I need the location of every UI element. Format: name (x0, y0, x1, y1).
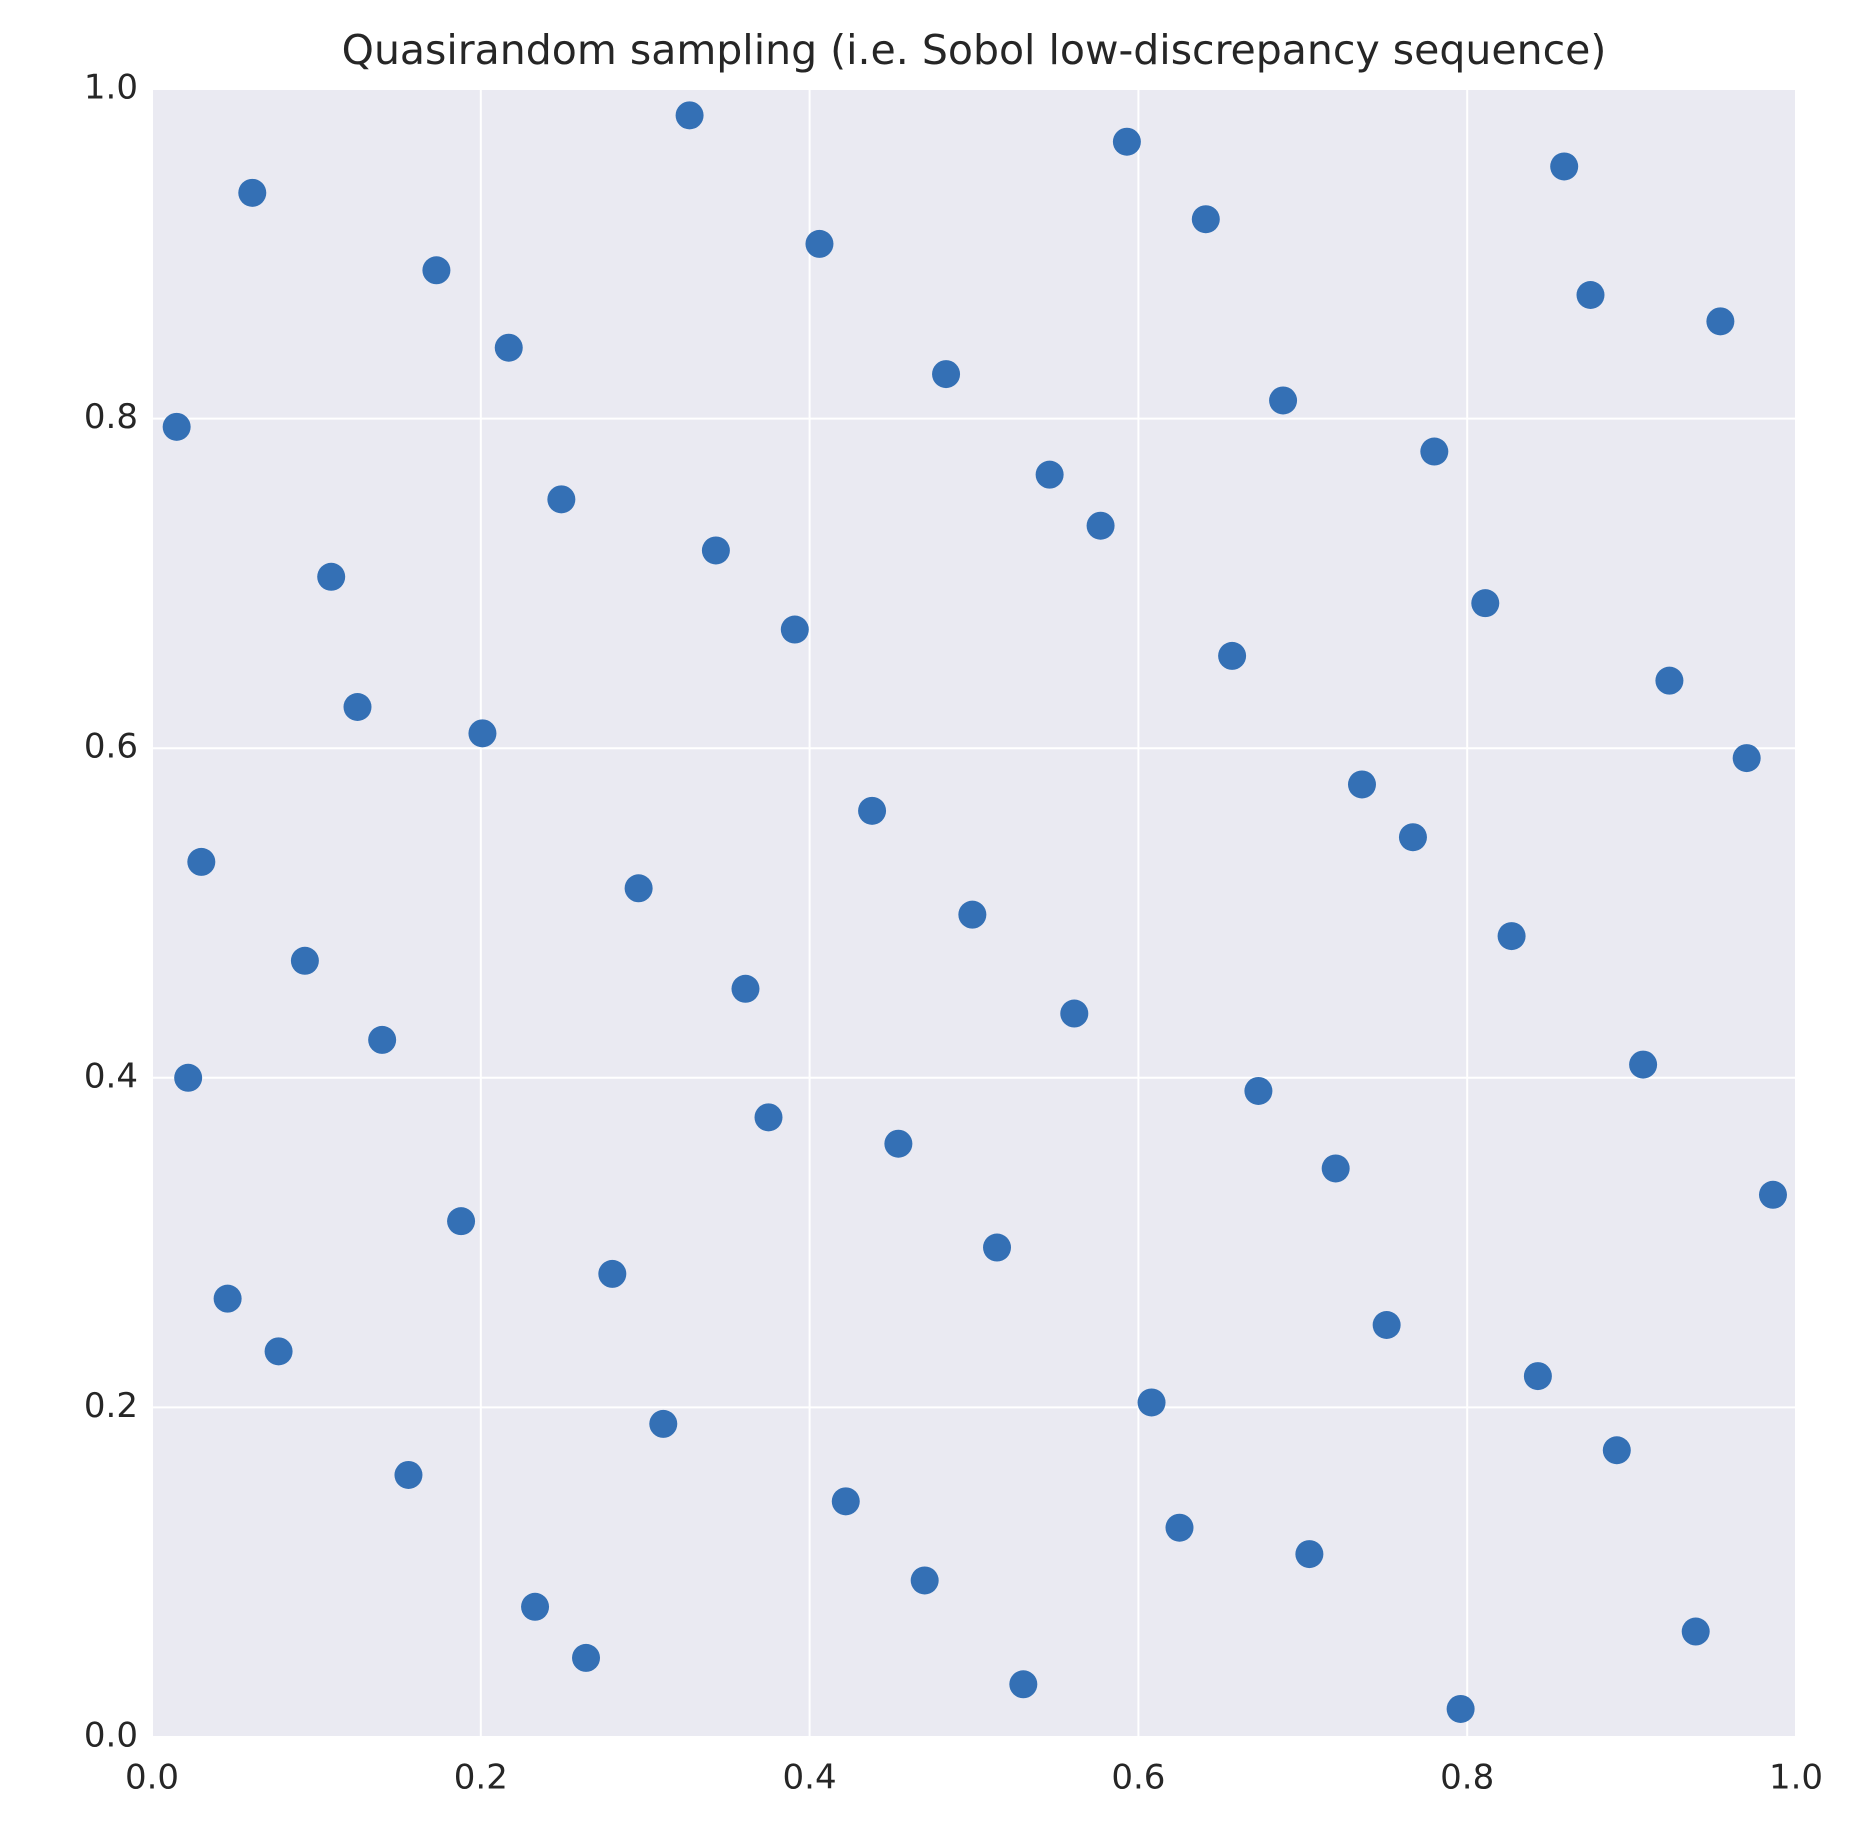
y-tick-label: 1.0 (84, 68, 138, 108)
point (884, 1129, 913, 1158)
point (290, 946, 319, 975)
point (1523, 1362, 1552, 1391)
point (754, 1103, 783, 1132)
point (675, 101, 704, 130)
point (598, 1259, 627, 1288)
point (910, 1566, 939, 1595)
point (447, 1207, 476, 1236)
point (547, 485, 576, 514)
point (521, 1592, 550, 1621)
point (1471, 589, 1500, 618)
point (213, 1284, 242, 1313)
point (468, 719, 497, 748)
point (1446, 1694, 1475, 1723)
point (831, 1487, 860, 1516)
point (238, 178, 267, 207)
point (1112, 127, 1141, 156)
point (932, 360, 961, 389)
point (1550, 152, 1579, 181)
x-tick-label: 0.2 (454, 1758, 508, 1798)
y-tick-label: 0.4 (84, 1056, 138, 1096)
y-tick-label: 0.0 (84, 1716, 138, 1756)
point (1576, 281, 1605, 309)
point (1398, 823, 1427, 852)
point (1321, 1154, 1350, 1183)
point (731, 974, 760, 1003)
point (494, 333, 523, 362)
x-tick-label: 0.8 (1440, 1758, 1494, 1798)
point (780, 615, 809, 644)
point (1035, 460, 1064, 489)
chart-title: Quasirandom sampling (i.e. Sobol low-dis… (342, 26, 1607, 74)
point (572, 1643, 601, 1672)
point (1732, 744, 1761, 773)
point (1218, 641, 1247, 670)
point (1086, 511, 1115, 540)
point (1347, 770, 1376, 799)
point (187, 847, 216, 876)
point (1165, 1513, 1194, 1542)
point (1497, 922, 1526, 951)
point (1269, 386, 1298, 415)
y-tick-label: 0.8 (84, 397, 138, 437)
point (1060, 999, 1089, 1028)
point (1244, 1076, 1273, 1105)
point (1629, 1050, 1658, 1079)
point (1191, 205, 1220, 234)
y-tick-label: 0.2 (84, 1386, 138, 1426)
point (649, 1409, 678, 1438)
point (983, 1233, 1012, 1262)
point (368, 1025, 397, 1054)
point (701, 536, 730, 565)
x-tick-label: 0.0 (125, 1758, 179, 1798)
point (317, 562, 346, 591)
point (1706, 307, 1735, 336)
point (343, 693, 372, 721)
point (1420, 437, 1449, 466)
point (858, 796, 887, 825)
point (162, 412, 191, 441)
point (1758, 1180, 1787, 1209)
x-tick-label: 0.6 (1111, 1758, 1165, 1798)
y-tick-label: 0.6 (84, 727, 138, 767)
point (1602, 1436, 1631, 1465)
x-tick-label: 0.4 (783, 1758, 837, 1798)
point (1009, 1670, 1038, 1699)
point (1681, 1617, 1710, 1646)
point (394, 1460, 423, 1489)
point (958, 900, 987, 929)
point (1655, 666, 1684, 695)
point (1137, 1388, 1166, 1417)
x-tick-label: 1.0 (1769, 1758, 1823, 1798)
point (1295, 1540, 1324, 1569)
point (174, 1063, 203, 1092)
point (805, 229, 834, 258)
point (422, 256, 451, 285)
point (264, 1337, 293, 1366)
point (624, 874, 653, 903)
point (1372, 1311, 1401, 1339)
